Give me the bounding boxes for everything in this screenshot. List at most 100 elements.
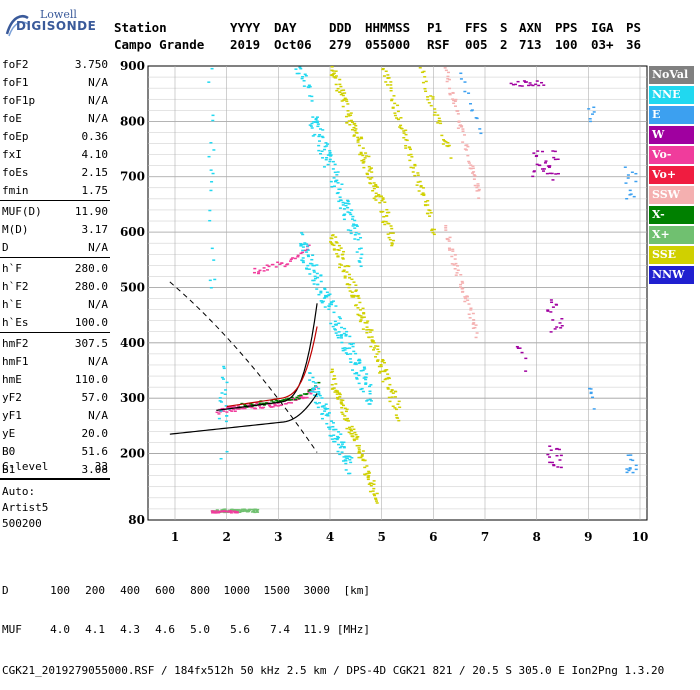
echo-mark — [549, 449, 553, 451]
echo-mark — [634, 468, 638, 471]
echo-mark — [333, 437, 337, 440]
echo-mark — [335, 393, 339, 395]
echo-mark — [300, 77, 304, 80]
echo-mark — [452, 102, 456, 105]
echo-mark — [368, 390, 372, 393]
echo-mark — [340, 441, 344, 443]
echo-mark — [433, 108, 437, 110]
echo-mark — [320, 135, 324, 138]
echo-mark — [312, 269, 316, 272]
echo-mark — [316, 125, 320, 128]
echo-mark — [477, 188, 481, 191]
echo-mark — [477, 189, 481, 192]
echo-mark — [367, 166, 371, 168]
echo-mark — [356, 313, 360, 316]
echo-mark — [358, 452, 362, 454]
echo-mark — [439, 122, 443, 125]
echo-mark — [367, 328, 371, 331]
echo-mark — [623, 166, 627, 168]
echo-mark — [436, 122, 440, 124]
echo-mark — [363, 466, 367, 469]
echo-mark — [262, 406, 266, 409]
echo-mark — [367, 474, 371, 477]
echo-mark — [326, 408, 330, 410]
echo-mark — [379, 210, 383, 213]
echo-mark — [334, 83, 338, 86]
echo-mark — [393, 102, 397, 105]
echo-mark — [432, 228, 436, 231]
echo-mark — [347, 431, 351, 434]
echo-mark — [282, 398, 286, 401]
param-row: h`F2 280.0 — [2, 280, 108, 293]
echo-mark — [452, 264, 456, 266]
echo-mark — [308, 389, 312, 391]
echo-mark — [365, 322, 369, 324]
echo-mark — [352, 135, 356, 137]
echo-mark — [306, 255, 310, 258]
echo-mark — [352, 126, 356, 129]
echo-mark — [342, 269, 346, 271]
echo-mark — [297, 395, 301, 397]
echo-mark — [297, 72, 301, 75]
echo-mark — [350, 296, 354, 298]
echo-mark — [301, 249, 305, 252]
echo-mark — [445, 80, 449, 83]
echo-mark — [626, 174, 630, 176]
echo-mark — [553, 328, 557, 330]
echo-mark — [394, 390, 398, 393]
param-row: foEs 2.15 — [2, 166, 108, 179]
echo-mark — [542, 84, 546, 86]
y-tick-label: 400 — [120, 336, 145, 350]
echo-mark — [372, 185, 376, 187]
echo-mark — [312, 394, 316, 396]
echo-mark — [339, 433, 343, 435]
header-value-axn: 713 — [519, 37, 542, 52]
echo-mark — [217, 413, 221, 415]
echo-mark — [220, 401, 224, 403]
echo-mark — [313, 275, 317, 278]
echo-mark — [294, 398, 298, 401]
echo-mark — [516, 80, 520, 83]
echo-mark — [463, 90, 467, 93]
echo-mark — [404, 129, 408, 132]
echo-mark — [454, 262, 458, 265]
echo-mark — [389, 89, 393, 92]
echo-mark — [475, 190, 479, 192]
echo-mark — [349, 119, 353, 122]
echo-mark — [376, 186, 380, 188]
echo-mark — [389, 87, 393, 89]
echo-mark — [359, 151, 363, 154]
echo-mark — [368, 398, 372, 401]
echo-mark — [332, 375, 336, 377]
echo-mark — [323, 145, 327, 148]
echo-mark — [315, 272, 319, 275]
echo-mark — [349, 229, 353, 232]
echo-mark — [388, 238, 392, 241]
trace-sse-far2 — [418, 67, 453, 159]
header-value-station: Campo Grande — [114, 37, 205, 52]
echo-mark — [335, 390, 339, 392]
echo-mark — [475, 332, 479, 334]
echo-mark — [372, 347, 376, 349]
echo-mark — [356, 139, 360, 141]
echo-mark — [353, 122, 357, 125]
echo-mark — [426, 204, 430, 206]
echo-mark — [311, 279, 315, 282]
echo-mark — [516, 347, 520, 349]
echo-mark — [315, 264, 319, 266]
echo-mark — [337, 392, 341, 394]
echo-mark — [333, 378, 337, 380]
echo-mark — [320, 301, 324, 304]
echo-mark — [317, 381, 321, 384]
echo-mark — [354, 289, 358, 291]
echo-mark — [345, 122, 349, 124]
echo-mark — [225, 450, 229, 453]
echo-mark — [289, 258, 293, 261]
echo-mark — [319, 275, 323, 277]
echo-mark — [368, 490, 372, 493]
echo-mark — [340, 183, 344, 185]
echo-mark — [307, 268, 311, 270]
echo-mark — [344, 335, 348, 337]
echo-mark — [324, 294, 328, 297]
echo-mark — [250, 406, 254, 409]
